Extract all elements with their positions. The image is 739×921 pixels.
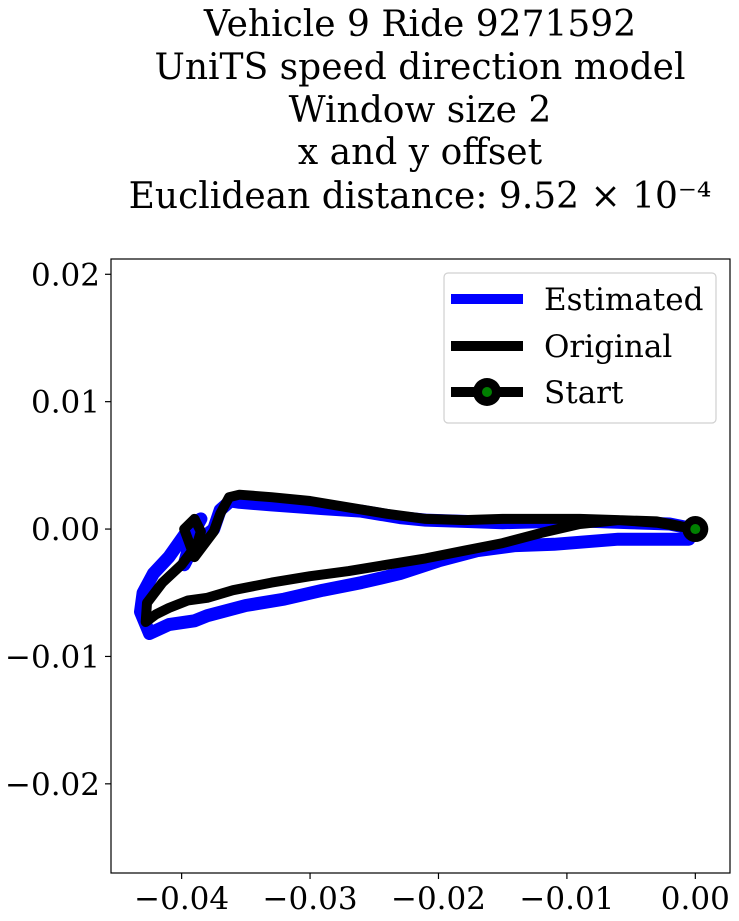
- y-tick-label: 0.00: [31, 512, 100, 548]
- x-tick-label: −0.01: [519, 881, 614, 917]
- title-line-1: Vehicle 9 Ride 9271592: [203, 4, 636, 45]
- x-tick-label: −0.03: [263, 881, 358, 917]
- legend-estimated-label: Estimated: [544, 282, 703, 318]
- plot-frame: [110, 258, 731, 874]
- series-line-original: [140, 489, 701, 627]
- x-axis: −0.04 −0.03 −0.02 −0.01 0.00: [134, 873, 730, 917]
- legend-start-marker-inner: [482, 387, 492, 397]
- title-line-5: Euclidean distance: 9.52 × 10⁻⁴: [129, 176, 712, 217]
- title-line-3: Window size 2: [289, 90, 552, 131]
- legend-start-label: Start: [544, 375, 624, 411]
- x-tick-label: 0.00: [661, 881, 730, 917]
- legend-original-label: Original: [544, 329, 672, 365]
- y-axis: −0.02 −0.01 0.00 0.01 0.02: [5, 257, 111, 803]
- start-marker-inner: [690, 524, 701, 535]
- legend: Estimated Original Start: [443, 272, 717, 424]
- x-tick-label: −0.02: [391, 881, 486, 917]
- chart-title: Vehicle 9 Ride 9271592 UniTS speed direc…: [129, 4, 712, 217]
- x-tick-label: −0.04: [134, 881, 229, 917]
- y-tick-label: −0.01: [5, 639, 100, 675]
- title-line-2: UniTS speed direction model: [155, 47, 686, 88]
- plot-area: [134, 489, 709, 640]
- y-tick-label: 0.01: [31, 385, 100, 421]
- legend-box: [443, 272, 717, 424]
- y-tick-label: 0.02: [31, 257, 100, 293]
- title-line-4: x and y offset: [298, 132, 543, 173]
- y-tick-label: −0.02: [5, 767, 100, 803]
